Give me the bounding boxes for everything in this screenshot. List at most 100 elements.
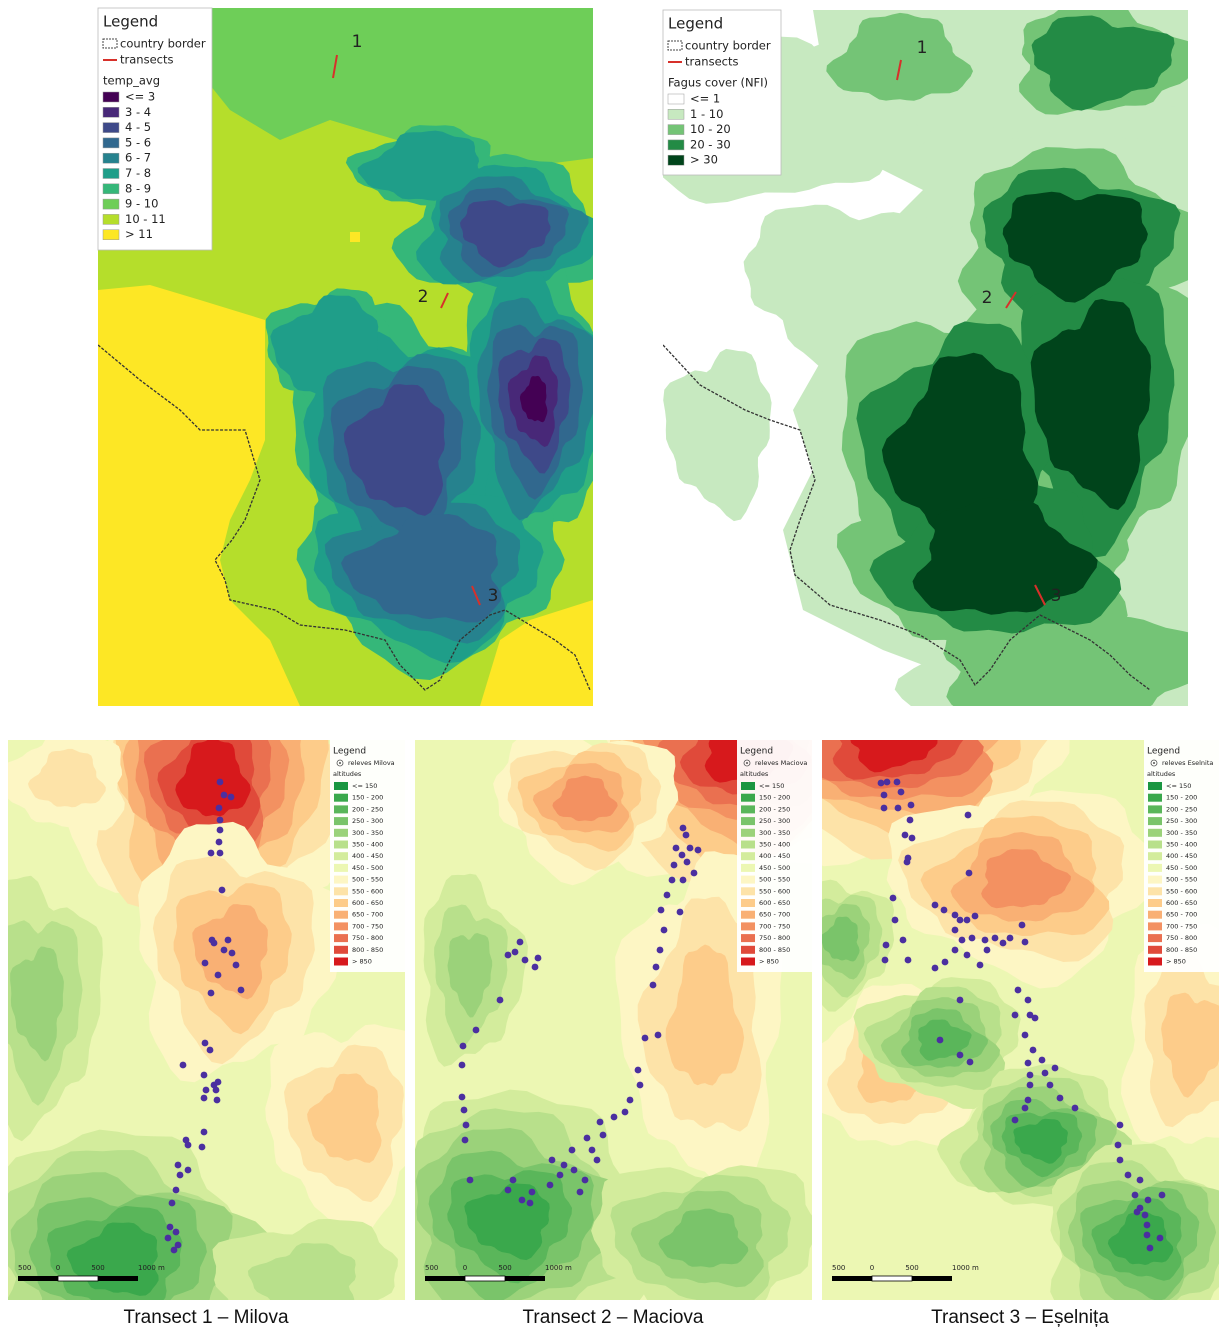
scale-segment [425,1276,465,1281]
releve-point [594,1157,601,1164]
legend-field: altitudes [333,770,362,778]
releve-point [1072,1105,1079,1112]
legend-swatch [334,817,348,825]
legend-swatch [1148,841,1162,849]
releve-point [1145,1197,1152,1204]
releve-point [527,1200,534,1207]
releve-point [680,825,687,832]
legend-swatch [668,140,684,150]
releve-point [1117,1157,1124,1164]
releve-point [1025,1097,1032,1104]
releve-point [890,895,897,902]
legend-item: 300 - 350 [1166,829,1197,837]
legend-item: 700 - 750 [352,922,383,930]
legend-point-icon [339,762,341,764]
releve-point [207,1047,214,1054]
releve-point [167,1224,174,1231]
releve-point [1039,1057,1046,1064]
releve-point [497,997,504,1004]
releve-point [473,1027,480,1034]
legend-item: 500 - 550 [352,876,383,884]
releve-point [463,1122,470,1129]
scale-segment [18,1276,58,1281]
releve-point [977,962,984,969]
releve-point [881,805,888,812]
legend-swatch [103,153,119,163]
releve-point [1032,1015,1039,1022]
legend-field: altitudes [740,770,769,778]
releve-point [1057,1095,1064,1102]
releve-point [1147,1245,1154,1252]
releve-point [577,1189,584,1196]
releve-point [909,835,916,842]
releve-point [937,1037,944,1044]
legend-swatch [741,946,755,954]
releve-point [459,1062,466,1069]
scale-segment [912,1276,952,1281]
releve-point [175,1162,182,1169]
releve-point [959,937,966,944]
legend-swatch [103,184,119,194]
releve-point [171,1247,178,1254]
legend: Legendreleves Eselnitaaltitudes<= 150150… [1144,740,1219,972]
transect-label: 1 [917,38,928,58]
legend-field: temp_avg [103,74,160,88]
releve-point [571,1167,578,1174]
releve-point [664,892,671,899]
releve-point [679,852,686,859]
legend-item: 750 - 800 [1166,934,1197,942]
legend-item: 9 - 10 [125,197,158,211]
map-content [0,617,430,1331]
releve-point [569,1147,576,1154]
releve-point [201,1072,208,1079]
legend-item: 300 - 350 [352,829,383,837]
legend-item: 450 - 500 [1166,864,1197,872]
releve-point [1022,1032,1029,1039]
releve-point [627,1097,634,1104]
legend-item: 500 - 550 [1166,876,1197,884]
legend-item: country border [120,37,206,51]
legend-item: > 850 [352,958,372,966]
releve-point [671,862,678,869]
legend-item: 10 - 11 [125,212,166,226]
releve-point [637,1082,644,1089]
scale-segment [832,1276,872,1281]
releve-point [177,1172,184,1179]
releve-point [1115,1142,1122,1149]
legend-swatch [741,817,755,825]
legend-item: 20 - 30 [690,137,731,151]
legend-item: <= 3 [125,90,155,104]
releve-point [1019,922,1026,929]
legend-swatch [741,887,755,895]
releve-point [462,1137,469,1144]
legend-swatch [334,852,348,860]
releve-point [653,964,660,971]
releve-point [201,1095,208,1102]
releve-point [1157,1235,1164,1242]
scale-segment [465,1276,505,1281]
legend-title: Legend [1147,747,1180,757]
releve-point [185,1167,192,1174]
legend-item: <= 150 [759,782,784,790]
transect-label: 2 [982,288,993,308]
legend-item: 400 - 450 [1166,852,1197,860]
legend-swatch [668,125,684,135]
legend-swatch [1148,794,1162,802]
legend-item: > 11 [125,227,153,241]
releve-point [992,935,999,942]
releve-point [673,845,680,852]
legend: Legendcountry bordertransectsFagus cover… [663,10,781,175]
releve-point [908,802,915,809]
releve-point [691,870,698,877]
releve-point [907,817,914,824]
releve-point [208,990,215,997]
legend-item: 250 - 300 [352,817,383,825]
releve-point [547,1182,554,1189]
releve-point [532,964,539,971]
scale-segment [505,1276,545,1281]
legend-swatch [334,841,348,849]
releve-point [658,907,665,914]
releve-point [199,1144,206,1151]
releve-point [505,952,512,959]
